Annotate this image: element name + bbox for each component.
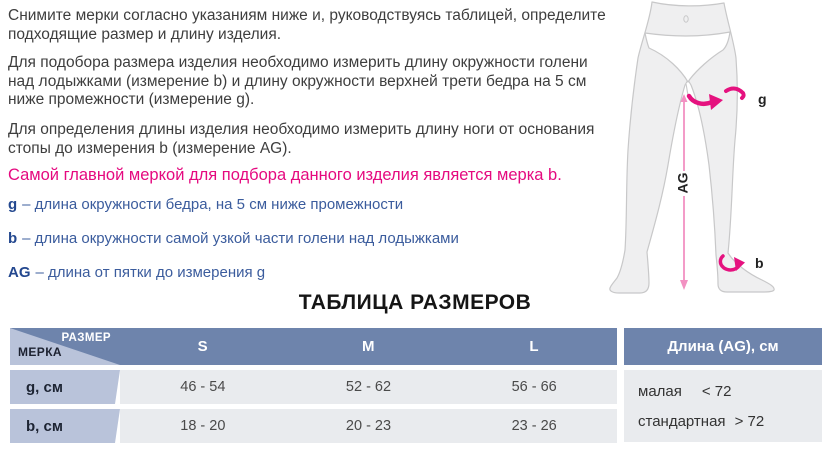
definition-ag: AG – длина от пятки до измерения g — [8, 264, 608, 281]
length-table-header: Длина (AG), см — [624, 328, 822, 365]
row-label-b: b, см — [10, 409, 120, 443]
legs-measurement-diagram: AG g b — [609, 1, 775, 294]
b-arrow-back-arc — [718, 254, 725, 269]
size-table-header: РАЗМЕР МЕРКА S M L — [10, 328, 617, 365]
definition-g-term: g — [8, 196, 18, 213]
table-row-b: b, см 18 - 20 20 - 23 23 - 26 — [10, 409, 617, 443]
length-standard-value: > 72 — [734, 412, 765, 430]
briefs-shape — [644, 31, 731, 83]
g-arrow-front-arc — [686, 93, 715, 106]
length-standard-label: стандартная — [638, 412, 726, 430]
definition-b: b – длина окружности самой узкой части го… — [8, 230, 608, 247]
cell-b-m: 20 - 23 — [345, 418, 392, 434]
corner-measure-label: МЕРКА — [18, 345, 62, 359]
cell-b-s: 18 - 20 — [180, 418, 226, 434]
cell-g-l: 56 - 66 — [511, 379, 557, 395]
definition-b-term: b — [8, 230, 18, 247]
main-measure-highlight: Самой главной меркой для подбора данного… — [8, 166, 562, 184]
b-arrow-head — [734, 257, 745, 271]
ag-line-bottom-arrow — [680, 280, 688, 290]
size-table-corner-cell: РАЗМЕР МЕРКА — [10, 328, 120, 365]
length-table-body: малая < 72 стандартная > 72 — [624, 370, 822, 442]
size-measure-paragraph: Для подобора размера изделия необходимо … — [8, 54, 588, 108]
diagram-ag-label: AG — [675, 172, 691, 193]
table-row-g: g, см 46 - 54 52 - 62 56 - 66 — [10, 370, 617, 404]
length-table: Длина (AG), см малая < 72 стандартная > … — [624, 328, 822, 442]
ag-line-top-arrow — [680, 94, 688, 102]
cell-g-s: 46 - 54 — [180, 379, 226, 395]
g-arrow-head — [709, 94, 723, 110]
column-header-s: S — [197, 338, 209, 355]
crotch-crease — [685, 83, 689, 96]
definition-ag-term: AG — [8, 264, 31, 281]
intro-paragraph: Снимите мерки согласно указаниям ниже и,… — [8, 7, 606, 43]
definition-ag-text: – длина от пятки до измерения g — [35, 264, 266, 281]
row-cells-b: 18 - 20 20 - 23 23 - 26 — [120, 409, 617, 443]
row-label-g: g, см — [10, 370, 120, 404]
diagram-b-label: b — [755, 255, 764, 271]
definition-b-text: – длина окружности самой узкой части гол… — [22, 230, 459, 247]
column-header-m: M — [362, 338, 375, 355]
column-header-l: L — [529, 338, 539, 355]
cell-g-m: 52 - 62 — [345, 379, 392, 395]
diagram-g-label: g — [758, 91, 767, 107]
length-measure-paragraph: Для определения длины изделия необходимо… — [8, 121, 595, 157]
length-short-value: < 72 — [701, 382, 732, 400]
navel-icon — [683, 15, 689, 23]
corner-size-label: РАЗМЕР — [61, 332, 111, 344]
definition-g: g – длина окружности бедра, на 5 см ниже … — [8, 196, 608, 213]
length-short-label: малая — [638, 382, 682, 400]
size-table: РАЗМЕР МЕРКА S M L g, см 46 - 54 52 - 62… — [10, 328, 617, 443]
definition-g-text: – длина окружности бедра, на 5 см ниже п… — [22, 196, 404, 213]
length-row-standard: стандартная > 72 — [638, 413, 822, 430]
body-silhouette — [609, 1, 775, 294]
length-row-short: малая < 72 — [638, 383, 822, 400]
g-arrow-back-arc — [724, 86, 746, 100]
size-table-title: ТАБЛИЦА РАЗМЕРОВ — [298, 291, 532, 314]
row-cells-g: 46 - 54 52 - 62 56 - 66 — [120, 370, 617, 404]
cell-b-l: 23 - 26 — [511, 418, 557, 434]
